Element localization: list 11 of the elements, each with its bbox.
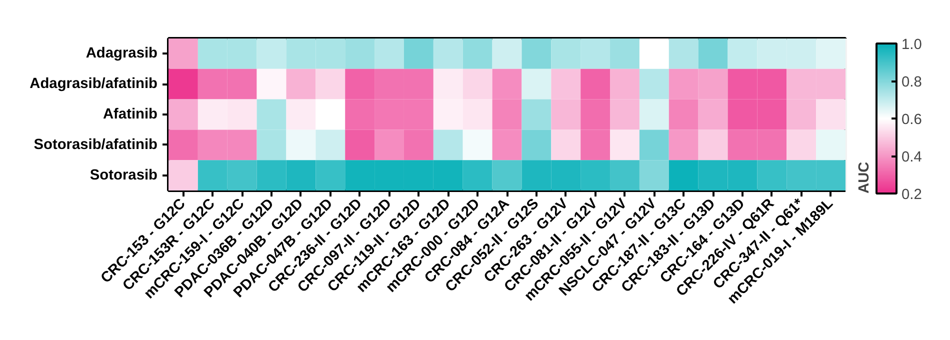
color-bar-label: 0.2 xyxy=(902,187,922,203)
y-tick-label: Adagrasib xyxy=(86,46,158,62)
y-tick-label: Adagrasib/afatinib xyxy=(30,76,158,92)
color-bar-label: 0.4 xyxy=(902,150,922,166)
color-bar-label: 1.0 xyxy=(902,37,922,53)
y-tick-label: Sotorasib xyxy=(90,167,158,184)
y-tick-label: Sotorasib/afatinib xyxy=(34,136,158,153)
color-bar-label: 0.6 xyxy=(902,112,922,128)
color-bar-title: AUC xyxy=(856,161,872,194)
color-bar-label: 0.8 xyxy=(902,74,922,90)
y-tick-label: Afatinib xyxy=(102,106,158,122)
